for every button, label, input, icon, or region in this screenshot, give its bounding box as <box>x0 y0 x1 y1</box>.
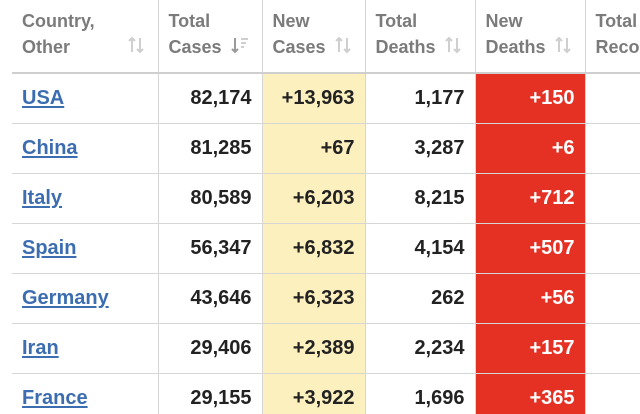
total-recovered-cell <box>584 72 640 124</box>
new-deaths-cell: +56 <box>474 272 586 324</box>
country-cell: China <box>12 122 159 174</box>
total-deaths-cell: 262 <box>364 272 476 324</box>
total-recovered-cell <box>584 272 640 324</box>
new-cases-cell: +2,389 <box>261 322 366 374</box>
table-row: China 81,285 +67 3,287 +6 <box>12 122 640 174</box>
column-header-total-cases[interactable]: Total Cases <box>157 0 263 74</box>
column-header-new-cases[interactable]: New Cases <box>261 0 366 74</box>
column-header-label: Country, Other <box>22 11 95 57</box>
sort-arrows-icon[interactable] <box>333 35 353 55</box>
total-deaths-cell: 8,215 <box>364 172 476 224</box>
total-deaths-cell: 3,287 <box>364 122 476 174</box>
country-cell: Italy <box>12 172 159 224</box>
column-header-country[interactable]: Country, Other <box>12 0 159 74</box>
column-header-total-deaths[interactable]: Total Deaths <box>364 0 476 74</box>
total-recovered-cell <box>584 372 640 414</box>
country-link[interactable]: France <box>22 386 88 409</box>
sort-arrows-icon[interactable] <box>443 35 463 55</box>
total-cases-cell: 81,285 <box>157 122 263 174</box>
country-cell: Iran <box>12 322 159 374</box>
column-header-label: New Deaths <box>485 11 546 57</box>
total-recovered-cell <box>584 322 640 374</box>
column-header-label: Total Deaths <box>375 11 436 57</box>
column-header-label: Total Cases <box>168 11 222 57</box>
country-link[interactable]: USA <box>22 86 65 109</box>
country-cell: USA <box>12 72 159 124</box>
column-header-total-recovered[interactable]: Total Reco <box>584 0 640 74</box>
sort-arrows-icon[interactable] <box>553 35 573 55</box>
country-link[interactable]: Italy <box>22 186 63 209</box>
coronavirus-stats-table: Country, Other Total Cases <box>12 0 640 414</box>
new-deaths-cell: +157 <box>474 322 586 374</box>
table-header-row: Country, Other Total Cases <box>12 0 640 74</box>
column-header-label: New Cases <box>272 11 326 57</box>
new-deaths-cell: +6 <box>474 122 586 174</box>
country-link[interactable]: Spain <box>22 236 77 259</box>
table-row: USA 82,174 +13,963 1,177 +150 <box>12 72 640 124</box>
total-cases-cell: 29,155 <box>157 372 263 414</box>
country-cell: Spain <box>12 222 159 274</box>
table-row: Germany 43,646 +6,323 262 +56 <box>12 272 640 324</box>
table-row: Spain 56,347 +6,832 4,154 +507 <box>12 222 640 274</box>
country-link[interactable]: Germany <box>22 286 109 309</box>
new-cases-cell: +67 <box>261 122 366 174</box>
country-link[interactable]: China <box>22 136 78 159</box>
country-cell: Germany <box>12 272 159 324</box>
new-cases-cell: +6,832 <box>261 222 366 274</box>
total-deaths-cell: 2,234 <box>364 322 476 374</box>
total-deaths-cell: 1,177 <box>364 72 476 124</box>
table-row: France 29,155 +3,922 1,696 +365 <box>12 372 640 414</box>
sort-descending-icon[interactable] <box>230 35 250 55</box>
total-recovered-cell <box>584 222 640 274</box>
total-cases-cell: 56,347 <box>157 222 263 274</box>
new-cases-cell: +3,922 <box>261 372 366 414</box>
sort-arrows-icon[interactable] <box>126 35 146 55</box>
table-row: Italy 80,589 +6,203 8,215 +712 <box>12 172 640 224</box>
total-cases-cell: 43,646 <box>157 272 263 324</box>
column-header-new-deaths[interactable]: New Deaths <box>474 0 586 74</box>
new-cases-cell: +6,203 <box>261 172 366 224</box>
column-header-label: Total Reco <box>595 11 640 57</box>
total-deaths-cell: 4,154 <box>364 222 476 274</box>
new-deaths-cell: +507 <box>474 222 586 274</box>
new-deaths-cell: +712 <box>474 172 586 224</box>
new-deaths-cell: +150 <box>474 72 586 124</box>
new-cases-cell: +13,963 <box>261 72 366 124</box>
total-cases-cell: 80,589 <box>157 172 263 224</box>
total-cases-cell: 29,406 <box>157 322 263 374</box>
country-link[interactable]: Iran <box>22 336 59 359</box>
total-recovered-cell <box>584 122 640 174</box>
total-deaths-cell: 1,696 <box>364 372 476 414</box>
table-row: Iran 29,406 +2,389 2,234 +157 <box>12 322 640 374</box>
new-deaths-cell: +365 <box>474 372 586 414</box>
new-cases-cell: +6,323 <box>261 272 366 324</box>
country-cell: France <box>12 372 159 414</box>
total-recovered-cell <box>584 172 640 224</box>
total-cases-cell: 82,174 <box>157 72 263 124</box>
